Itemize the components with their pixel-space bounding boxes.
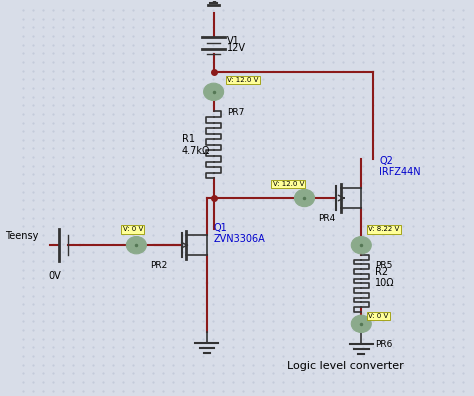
Text: PR5: PR5 <box>375 261 392 270</box>
Text: Q2
IRFZ44N: Q2 IRFZ44N <box>380 156 421 177</box>
Text: R1
4.7kΩ: R1 4.7kΩ <box>182 134 210 156</box>
Text: PR2: PR2 <box>150 261 167 270</box>
Text: R2
10Ω: R2 10Ω <box>375 267 394 288</box>
Text: V: 8.22 V: V: 8.22 V <box>368 227 400 232</box>
Text: 0V: 0V <box>48 271 61 281</box>
Text: V: 0 V: V: 0 V <box>123 227 143 232</box>
Circle shape <box>294 189 314 207</box>
Text: Logic level converter: Logic level converter <box>287 361 404 371</box>
Text: V1: V1 <box>227 36 240 46</box>
Text: PR7: PR7 <box>227 108 245 116</box>
Text: 12V: 12V <box>227 43 246 53</box>
Circle shape <box>351 236 371 254</box>
Text: V: 12.0 V: V: 12.0 V <box>227 77 259 83</box>
Text: V: 0 V: V: 0 V <box>368 313 388 319</box>
Circle shape <box>204 83 224 101</box>
Circle shape <box>127 236 146 254</box>
Text: PR6: PR6 <box>375 339 392 348</box>
Circle shape <box>351 315 371 333</box>
Text: V: 12.0 V: V: 12.0 V <box>273 181 304 187</box>
Text: PR4: PR4 <box>318 214 336 223</box>
Text: Q1
ZVN3306A: Q1 ZVN3306A <box>214 223 265 244</box>
Text: Teensy: Teensy <box>5 231 39 241</box>
